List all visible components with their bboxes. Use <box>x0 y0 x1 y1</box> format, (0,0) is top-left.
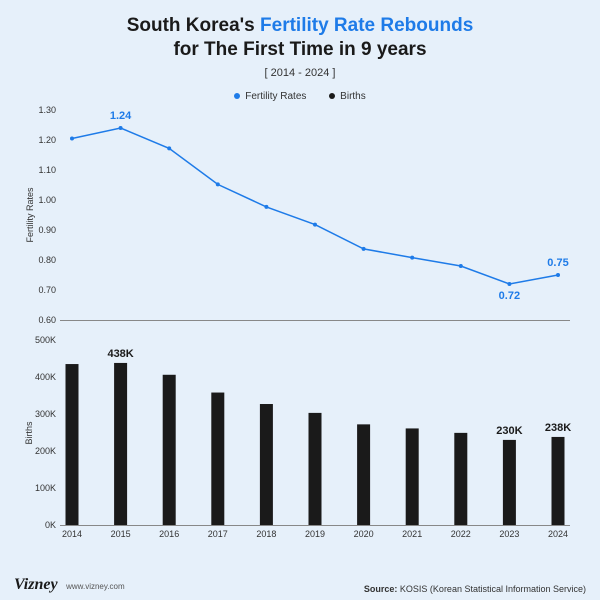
x-tick: 2015 <box>111 529 131 539</box>
chart-svg <box>60 110 570 540</box>
legend: Fertility Rates Births <box>0 91 600 103</box>
line-ytick: 1.10 <box>26 165 56 175</box>
line-ytick: 1.30 <box>26 105 56 115</box>
source-prefix: Source: <box>364 584 400 594</box>
x-tick: 2022 <box>451 529 471 539</box>
bar-chart-baseline <box>60 525 570 526</box>
brand: Vizney <box>14 576 58 593</box>
subtitle: [ 2014 - 2024 ] <box>0 67 600 79</box>
x-tick: 2018 <box>256 529 276 539</box>
legend-label-fertility: Fertility Rates <box>245 91 306 102</box>
title-highlight: Fertility Rate Rebounds <box>260 15 473 36</box>
source: Source: KOSIS (Korean Statistical Inform… <box>364 584 586 594</box>
bar-annotation: 230K <box>496 425 522 437</box>
x-tick: 2017 <box>208 529 228 539</box>
title-block: South Korea's Fertility Rate Rebounds fo… <box>0 0 600 79</box>
bar-ytick: 500K <box>26 335 56 345</box>
x-tick: 2016 <box>159 529 179 539</box>
x-tick: 2023 <box>499 529 519 539</box>
line-chart-baseline <box>60 320 570 321</box>
x-tick: 2020 <box>354 529 374 539</box>
line-ytick: 0.60 <box>26 315 56 325</box>
line-ytick: 0.70 <box>26 285 56 295</box>
title-line-2: for The First Time in 9 years <box>0 38 600 62</box>
line-ytick: 0.80 <box>26 255 56 265</box>
title-prefix: South Korea's <box>127 15 260 36</box>
x-tick: 2024 <box>548 529 568 539</box>
line-annotation: 0.72 <box>499 290 520 302</box>
x-tick: 2014 <box>62 529 82 539</box>
line-ylabel: Fertility Rates <box>25 185 35 245</box>
legend-item-fertility: Fertility Rates <box>234 91 306 102</box>
line-annotation: 1.24 <box>110 110 131 122</box>
bar-annotation: 438K <box>107 348 133 360</box>
line-annotation: 0.75 <box>547 257 568 269</box>
legend-dot-births <box>329 93 335 99</box>
bar-ytick: 400K <box>26 372 56 382</box>
bar-ytick: 0K <box>26 520 56 530</box>
x-tick: 2021 <box>402 529 422 539</box>
x-tick: 2019 <box>305 529 325 539</box>
brand-url: www.vizney.com <box>66 582 125 591</box>
chart-area: 0.600.700.800.901.001.101.201.30Fertilit… <box>60 110 570 540</box>
title-line-1: South Korea's Fertility Rate Rebounds <box>0 14 600 38</box>
source-text: KOSIS (Korean Statistical Information Se… <box>400 584 586 594</box>
bar-annotation: 238K <box>545 422 571 434</box>
legend-dot-fertility <box>234 93 240 99</box>
bar-ytick: 100K <box>26 483 56 493</box>
line-ytick: 1.20 <box>26 135 56 145</box>
brand-block: Vizney www.vizney.com <box>14 576 125 594</box>
footer: Vizney www.vizney.com Source: KOSIS (Kor… <box>14 576 586 594</box>
legend-label-births: Births <box>340 91 366 102</box>
legend-item-births: Births <box>329 91 366 102</box>
bar-ylabel: Births <box>24 408 34 458</box>
